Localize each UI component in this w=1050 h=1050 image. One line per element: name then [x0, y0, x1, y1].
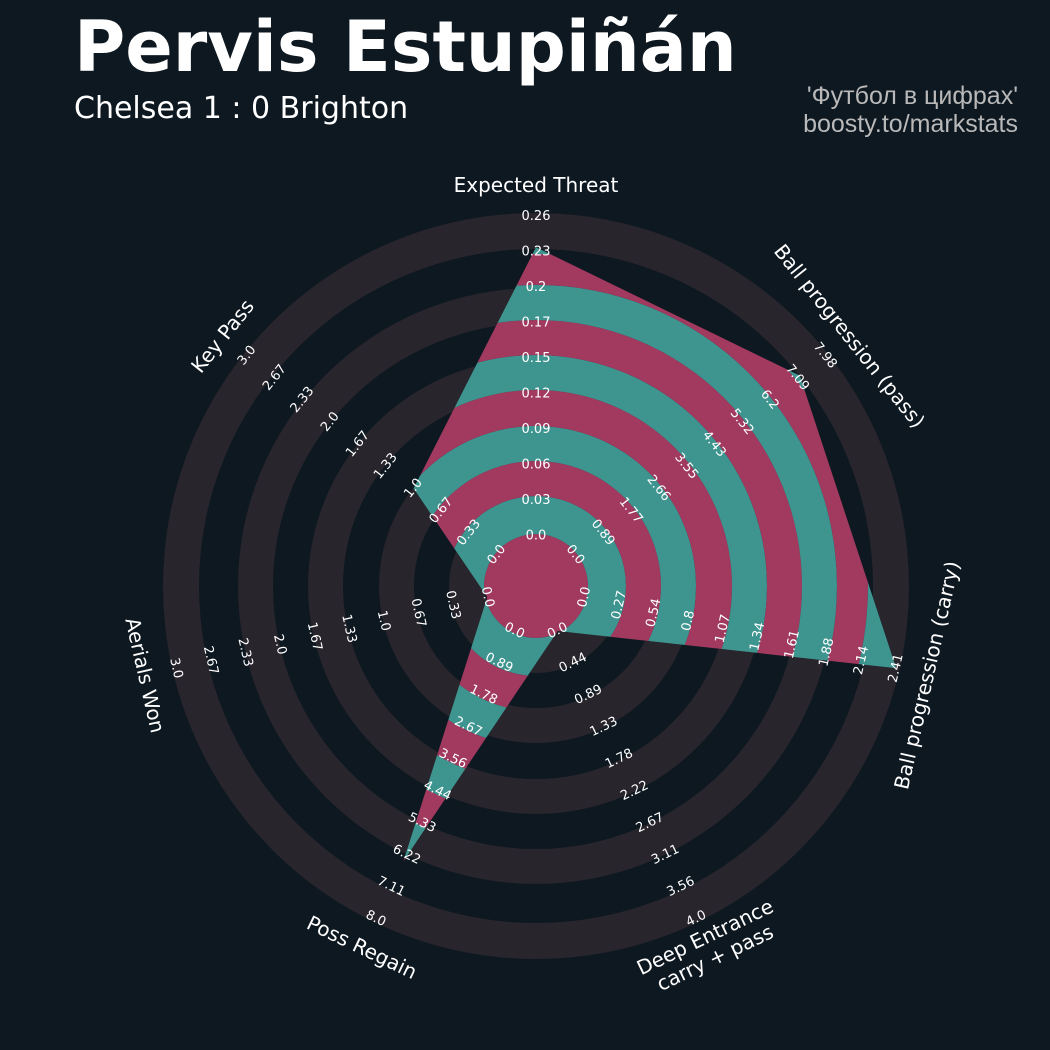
tick-label: 0.33 [442, 589, 463, 621]
tick-label: 1.07 [713, 613, 734, 645]
tick-label: 0.27 [609, 589, 630, 621]
tick-label: 0.2 [526, 280, 547, 295]
tick-label: 0.54 [643, 597, 664, 629]
tick-label: 2.0 [270, 633, 289, 657]
credit-link: boosty.to/markstats [803, 110, 1018, 138]
tick-label: 1.34 [747, 621, 768, 653]
tick-label: 0.8 [679, 609, 698, 633]
tick-label: 0.17 [522, 316, 551, 331]
tick-label: 0.0 [478, 585, 497, 609]
tick-label: 0.06 [522, 458, 551, 473]
player-name-title: Pervis Estupiñán [74, 6, 737, 88]
tick-label: 1.61 [782, 629, 803, 661]
tick-label: 3.0 [166, 656, 185, 680]
tick-label: 2.14 [851, 645, 872, 677]
tick-label: 0.0 [526, 529, 547, 544]
tick-label: 0.23 [522, 245, 551, 260]
parameter-label: Expected Threat [454, 173, 619, 197]
tick-label: 0.67 [407, 597, 428, 629]
tick-label: 1.33 [338, 613, 359, 645]
tick-label: 1.67 [304, 621, 325, 653]
tick-label: 1.0 [374, 609, 393, 633]
tick-label: 2.67 [200, 645, 221, 677]
credit-channel-name: 'Футбол в цифрах' [806, 82, 1018, 110]
tick-label: 0.09 [522, 422, 551, 437]
parameter-label: Aerials Won [120, 615, 170, 735]
tick-label: 0.26 [522, 209, 551, 224]
tick-label: 0.03 [522, 493, 551, 508]
player-value-polygon [403, 247, 897, 862]
match-result-subtitle: Chelsea 1 : 0 Brighton [74, 91, 409, 126]
tick-label: 2.33 [234, 637, 255, 669]
tick-label: 0.0 [575, 585, 594, 609]
tick-label: 0.12 [522, 387, 551, 402]
player-value-band [446, 496, 626, 676]
tick-label: 0.15 [522, 351, 551, 366]
tick-label: 2.41 [886, 652, 907, 684]
player-value-band [484, 534, 588, 638]
tick-label: 1.88 [816, 637, 837, 669]
